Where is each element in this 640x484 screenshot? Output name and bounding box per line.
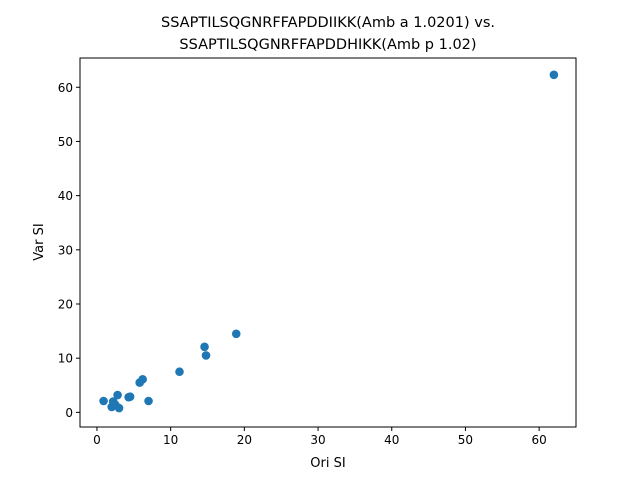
data-point (114, 403, 124, 413)
chart-title-line-1: SSAPTILSQGNRFFAPDDIIKK(Amb a 1.0201) vs. (161, 15, 495, 31)
y-tick-label: 20 (58, 298, 73, 312)
x-tick-label: 0 (93, 433, 101, 447)
data-point (200, 342, 209, 352)
x-axis-label: Ori SI (310, 456, 345, 471)
data-point (175, 367, 184, 377)
y-tick-label: 10 (58, 352, 73, 366)
x-tick-label: 30 (310, 433, 325, 447)
x-tick-label: 50 (458, 433, 473, 447)
y-tick-label: 0 (65, 406, 73, 420)
data-point (549, 70, 559, 80)
y-axis-label: Var SI (32, 223, 47, 260)
data-point (201, 351, 211, 360)
data-point (125, 392, 135, 401)
y-tick-label: 60 (58, 81, 73, 95)
y-tick-label: 30 (58, 243, 73, 257)
data-point (113, 390, 122, 400)
data-point (231, 329, 241, 339)
data-point (138, 375, 147, 384)
data-point (144, 396, 153, 406)
x-tick-label: 20 (237, 433, 252, 447)
y-tick-label: 40 (58, 189, 73, 203)
data-point (99, 396, 108, 406)
x-tick-label: 40 (384, 433, 399, 447)
tick-layer: 0 10 20 30 40 50 60 0 10 20 30 40 50 60 (58, 81, 547, 447)
chart-title-line-2: SSAPTILSQGNRFFAPDDHIKK(Amb p 1.02) (179, 37, 476, 53)
x-tick-label: 60 (532, 433, 547, 447)
y-tick-label: 50 (58, 135, 73, 149)
plot-area-frame (79, 57, 577, 428)
x-tick-label: 10 (163, 433, 178, 447)
points-layer (99, 70, 559, 413)
